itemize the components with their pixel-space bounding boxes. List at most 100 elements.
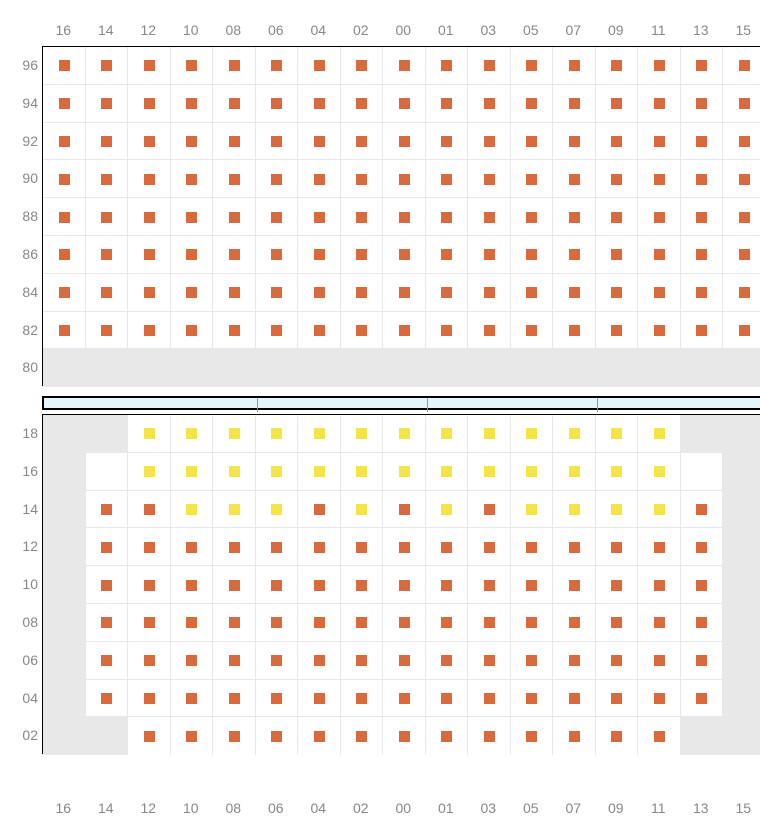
seat[interactable] bbox=[654, 174, 665, 185]
seat[interactable] bbox=[526, 325, 537, 336]
seat[interactable] bbox=[526, 504, 537, 515]
seat[interactable] bbox=[739, 174, 750, 185]
seat[interactable] bbox=[356, 287, 367, 298]
seat[interactable] bbox=[144, 136, 155, 147]
seat[interactable] bbox=[611, 504, 622, 515]
seat[interactable] bbox=[314, 617, 325, 628]
seat[interactable] bbox=[569, 98, 580, 109]
seat[interactable] bbox=[654, 325, 665, 336]
seat[interactable] bbox=[484, 693, 495, 704]
seat[interactable] bbox=[186, 325, 197, 336]
seat[interactable] bbox=[441, 98, 452, 109]
seat[interactable] bbox=[229, 731, 240, 742]
seat[interactable] bbox=[271, 212, 282, 223]
seat[interactable] bbox=[526, 731, 537, 742]
seat[interactable] bbox=[526, 174, 537, 185]
seat[interactable] bbox=[696, 542, 707, 553]
seat[interactable] bbox=[484, 136, 495, 147]
seat[interactable] bbox=[186, 60, 197, 71]
seat[interactable] bbox=[569, 466, 580, 477]
seat[interactable] bbox=[356, 504, 367, 515]
seat[interactable] bbox=[314, 98, 325, 109]
seat[interactable] bbox=[186, 617, 197, 628]
seat[interactable] bbox=[569, 60, 580, 71]
seat[interactable] bbox=[186, 136, 197, 147]
seat[interactable] bbox=[101, 136, 112, 147]
seat[interactable] bbox=[526, 466, 537, 477]
seat[interactable] bbox=[484, 174, 495, 185]
seat[interactable] bbox=[356, 428, 367, 439]
seat[interactable] bbox=[441, 428, 452, 439]
seat[interactable] bbox=[59, 212, 70, 223]
seat[interactable] bbox=[229, 287, 240, 298]
seat[interactable] bbox=[569, 655, 580, 666]
seat[interactable] bbox=[441, 60, 452, 71]
seat[interactable] bbox=[186, 428, 197, 439]
seat[interactable] bbox=[271, 542, 282, 553]
seat[interactable] bbox=[611, 580, 622, 591]
seat[interactable] bbox=[569, 504, 580, 515]
seat[interactable] bbox=[101, 98, 112, 109]
seat[interactable] bbox=[399, 98, 410, 109]
seat[interactable] bbox=[271, 655, 282, 666]
seat[interactable] bbox=[526, 655, 537, 666]
seat[interactable] bbox=[229, 136, 240, 147]
seat[interactable] bbox=[271, 98, 282, 109]
seat[interactable] bbox=[144, 212, 155, 223]
seat[interactable] bbox=[526, 428, 537, 439]
seat[interactable] bbox=[229, 212, 240, 223]
seat[interactable] bbox=[101, 212, 112, 223]
seat[interactable] bbox=[654, 428, 665, 439]
seat[interactable] bbox=[144, 428, 155, 439]
seat[interactable] bbox=[484, 504, 495, 515]
seat[interactable] bbox=[356, 617, 367, 628]
seat[interactable] bbox=[314, 580, 325, 591]
seat[interactable] bbox=[229, 60, 240, 71]
seat[interactable] bbox=[229, 98, 240, 109]
seat[interactable] bbox=[144, 466, 155, 477]
seat[interactable] bbox=[399, 655, 410, 666]
seat[interactable] bbox=[569, 617, 580, 628]
seat[interactable] bbox=[526, 580, 537, 591]
seat[interactable] bbox=[186, 580, 197, 591]
seat[interactable] bbox=[654, 136, 665, 147]
seat[interactable] bbox=[399, 580, 410, 591]
seat[interactable] bbox=[314, 428, 325, 439]
seat[interactable] bbox=[696, 136, 707, 147]
seat[interactable] bbox=[484, 731, 495, 742]
seat[interactable] bbox=[144, 731, 155, 742]
seat[interactable] bbox=[59, 136, 70, 147]
seat[interactable] bbox=[144, 98, 155, 109]
seat[interactable] bbox=[399, 693, 410, 704]
seat[interactable] bbox=[314, 60, 325, 71]
seat[interactable] bbox=[696, 212, 707, 223]
seat[interactable] bbox=[526, 693, 537, 704]
seat[interactable] bbox=[484, 287, 495, 298]
seat[interactable] bbox=[356, 174, 367, 185]
seat[interactable] bbox=[399, 542, 410, 553]
seat[interactable] bbox=[654, 249, 665, 260]
seat[interactable] bbox=[101, 693, 112, 704]
seat[interactable] bbox=[229, 542, 240, 553]
seat[interactable] bbox=[399, 174, 410, 185]
seat[interactable] bbox=[229, 466, 240, 477]
seat[interactable] bbox=[186, 655, 197, 666]
seat[interactable] bbox=[314, 542, 325, 553]
seat[interactable] bbox=[569, 136, 580, 147]
seat[interactable] bbox=[611, 287, 622, 298]
seat[interactable] bbox=[654, 212, 665, 223]
seat[interactable] bbox=[739, 212, 750, 223]
seat[interactable] bbox=[144, 542, 155, 553]
seat[interactable] bbox=[144, 174, 155, 185]
seat[interactable] bbox=[441, 731, 452, 742]
seat[interactable] bbox=[229, 428, 240, 439]
seat[interactable] bbox=[101, 325, 112, 336]
seat[interactable] bbox=[59, 98, 70, 109]
seat[interactable] bbox=[484, 580, 495, 591]
seat[interactable] bbox=[144, 287, 155, 298]
seat[interactable] bbox=[654, 504, 665, 515]
seat[interactable] bbox=[441, 174, 452, 185]
seat[interactable] bbox=[696, 504, 707, 515]
seat[interactable] bbox=[229, 580, 240, 591]
seat[interactable] bbox=[739, 325, 750, 336]
